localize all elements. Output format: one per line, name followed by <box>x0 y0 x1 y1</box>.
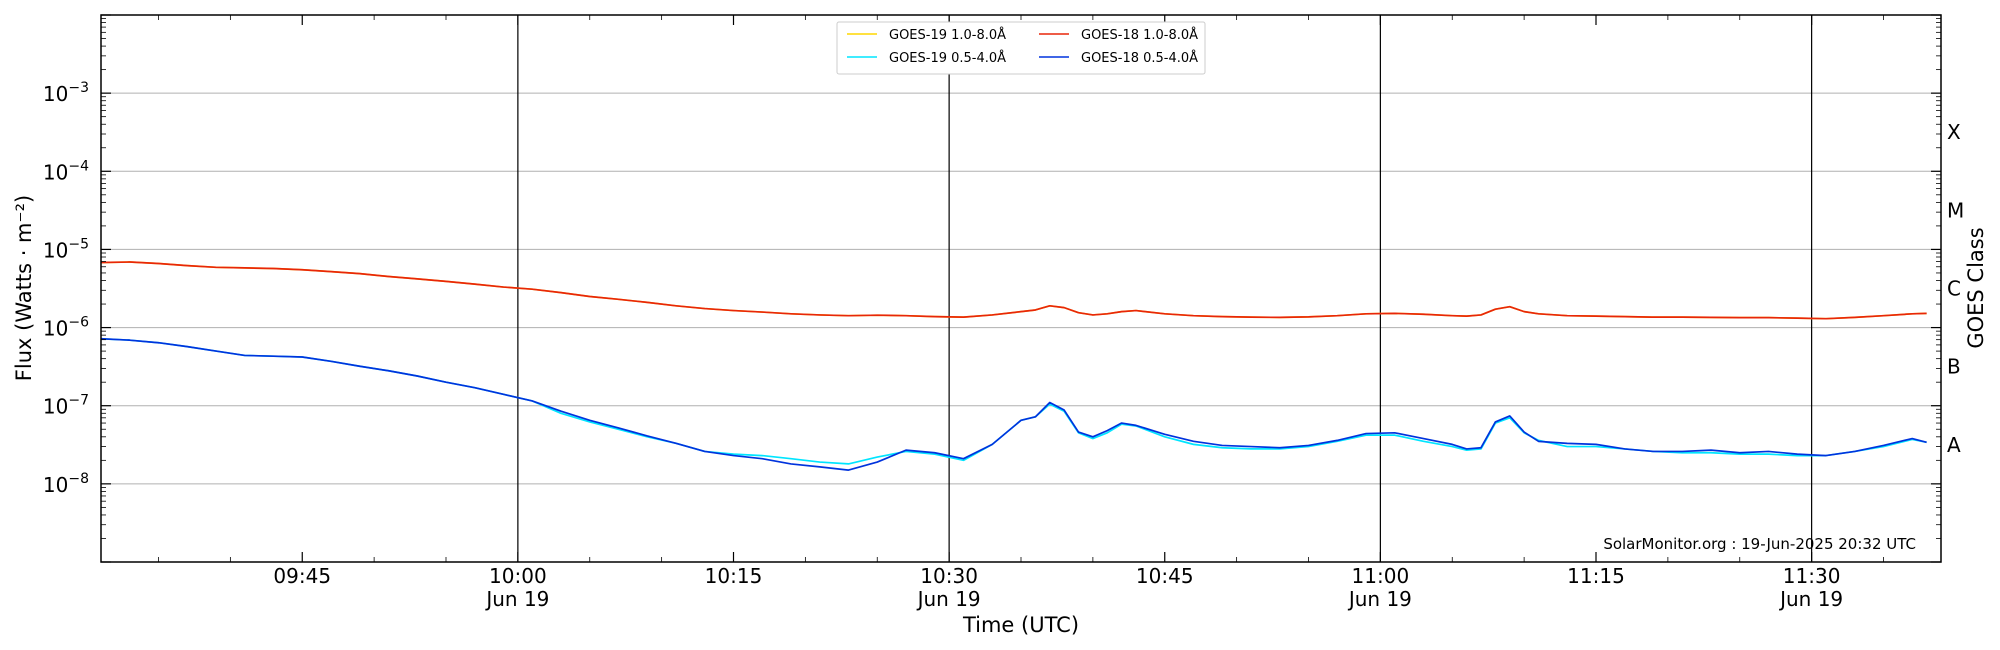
legend: GOES-19 1.0-8.0Å GOES-19 0.5-4.0Å GOES-18 … <box>836 21 1206 75</box>
goes-class-label: M <box>1947 198 1964 222</box>
goes-class-label: B <box>1947 355 1961 379</box>
x-tick-label: 10:00 <box>489 564 547 588</box>
goes-class-label: X <box>1947 120 1961 144</box>
goes-class-label: A <box>1947 433 1961 457</box>
x-tick-label: 10:15 <box>705 564 763 588</box>
legend-entries: GOES-19 1.0-8.0Å GOES-19 0.5-4.0Å GOES-18 … <box>847 27 1198 66</box>
credit-text: SolarMonitor.org : 19-Jun-2025 20:32 UTC <box>1603 535 1916 553</box>
x-tick-label: 09:45 <box>273 564 331 588</box>
legend-label: GOES-19 0.5-4.0Å <box>889 50 1006 66</box>
x-tick-label: 10:45 <box>1136 564 1194 588</box>
y-tick-label: 10−3 <box>43 80 89 106</box>
x-axis-title: Time (UTC) <box>962 613 1079 637</box>
x-tick-date-label: Jun 19 <box>1778 587 1843 611</box>
series-line-4 <box>100 337 1927 471</box>
legend-label: GOES-19 1.0-8.0Å <box>889 27 1006 43</box>
legend-label: GOES-18 1.0-8.0Å <box>1081 27 1198 43</box>
right-axis-title: GOES Class <box>1964 227 1988 348</box>
x-tick-label: 11:00 <box>1352 564 1410 588</box>
y-tick-label: 10−7 <box>43 393 89 419</box>
vertical-marker-layer <box>517 15 1813 562</box>
plot-frame <box>100 14 1942 563</box>
x-tick-label: 10:30 <box>920 564 978 588</box>
legend-label: GOES-18 0.5-4.0Å <box>1081 50 1198 66</box>
goes-class-label-layer: X M C B A <box>1947 120 1964 457</box>
goes-class-label: C <box>1947 277 1961 301</box>
x-tick-date-label: Jun 19 <box>484 587 549 611</box>
series-layer <box>100 261 1927 471</box>
x-tick-date-label: Jun 19 <box>1347 587 1412 611</box>
grid-layer <box>101 92 1941 485</box>
x-tick-date-label: Jun 19 <box>916 587 981 611</box>
legend-box <box>836 21 1206 75</box>
series-line-2 <box>100 261 1927 320</box>
y-axis-title: Flux (Watts · m⁻²) <box>12 195 36 381</box>
x-tick-label: 11:30 <box>1783 564 1841 588</box>
x-tick-label: 11:15 <box>1567 564 1625 588</box>
